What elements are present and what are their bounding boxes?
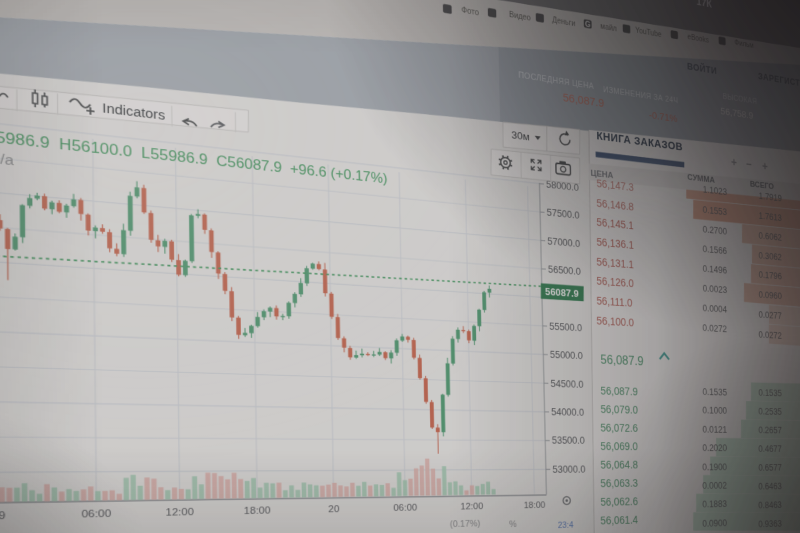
svg-text:0.1000: 0.1000 xyxy=(702,405,727,416)
svg-text:0.2535: 0.2535 xyxy=(758,406,782,417)
svg-text:0.0900: 0.0900 xyxy=(702,517,727,528)
svg-text:0.0004: 0.0004 xyxy=(702,303,727,315)
svg-text:56,062.6: 56,062.6 xyxy=(600,497,638,510)
svg-text:55000.0: 55000.0 xyxy=(550,349,583,362)
svg-text:0.1883: 0.1883 xyxy=(702,499,727,510)
svg-text:–: – xyxy=(746,157,752,171)
svg-text:18:00: 18:00 xyxy=(244,504,271,517)
svg-text:54500.0: 54500.0 xyxy=(550,378,583,390)
svg-text:56087.9: 56087.9 xyxy=(545,286,579,300)
svg-text:0.0121: 0.0121 xyxy=(702,424,727,435)
svg-text:0.8463: 0.8463 xyxy=(758,500,782,511)
svg-text:56,072.6: 56,072.6 xyxy=(600,423,638,435)
svg-text:12:00: 12:00 xyxy=(460,500,483,511)
svg-text:+: + xyxy=(762,159,768,173)
svg-text:9: 9 xyxy=(0,509,6,522)
svg-text:56,064.8: 56,064.8 xyxy=(600,460,638,472)
svg-text:0.2657: 0.2657 xyxy=(758,425,782,436)
svg-text:06:00: 06:00 xyxy=(393,502,417,514)
svg-text:20: 20 xyxy=(328,503,340,515)
svg-text:53000.0: 53000.0 xyxy=(552,463,585,475)
svg-text:56,069.0: 56,069.0 xyxy=(600,441,638,453)
svg-text:54000.0: 54000.0 xyxy=(551,406,584,418)
svg-text:0.3062: 0.3062 xyxy=(758,250,781,262)
svg-text:0.9363: 0.9363 xyxy=(758,518,782,529)
svg-text:0.0272: 0.0272 xyxy=(702,323,727,335)
svg-text:(0.17%): (0.17%) xyxy=(450,519,481,529)
svg-text:56,087.9: 56,087.9 xyxy=(600,353,643,369)
svg-text:56,061.4: 56,061.4 xyxy=(600,515,638,528)
svg-text:0.0023: 0.0023 xyxy=(703,283,728,295)
svg-text:06:00: 06:00 xyxy=(81,507,111,520)
svg-text:0.1900: 0.1900 xyxy=(702,462,727,473)
svg-text:0.6463: 0.6463 xyxy=(758,481,782,492)
svg-text:53500.0: 53500.0 xyxy=(552,435,585,447)
svg-text:G: G xyxy=(585,21,591,30)
svg-text:0.6577: 0.6577 xyxy=(758,462,782,473)
svg-text:18:00: 18:00 xyxy=(524,499,546,510)
svg-text:0.0960: 0.0960 xyxy=(758,289,782,301)
svg-text:56,079.0: 56,079.0 xyxy=(600,404,638,417)
svg-text:0.1535: 0.1535 xyxy=(702,386,727,397)
svg-text:55500.0: 55500.0 xyxy=(549,321,582,334)
svg-text:56,111.0: 56,111.0 xyxy=(596,296,632,310)
svg-text:23:4: 23:4 xyxy=(558,521,574,531)
svg-text:0.1496: 0.1496 xyxy=(702,263,727,276)
svg-text:0.0002: 0.0002 xyxy=(702,480,727,491)
svg-text:0.0277: 0.0277 xyxy=(758,309,782,321)
svg-text:%: % xyxy=(509,520,517,530)
svg-text:0.0272: 0.0272 xyxy=(758,329,782,341)
svg-text:0.1535: 0.1535 xyxy=(758,387,782,398)
svg-text:0.2020: 0.2020 xyxy=(702,443,727,454)
svg-text:30м: 30м xyxy=(511,128,529,142)
svg-text:56,063.3: 56,063.3 xyxy=(600,478,638,490)
svg-text:+: + xyxy=(731,155,737,169)
svg-text:0.1566: 0.1566 xyxy=(703,244,728,257)
svg-text:0.4677: 0.4677 xyxy=(758,444,782,454)
svg-text:12:00: 12:00 xyxy=(166,505,195,518)
svg-text:/a: /a xyxy=(0,152,14,169)
svg-text:56,100.0: 56,100.0 xyxy=(596,315,634,329)
svg-text:0.1796: 0.1796 xyxy=(758,270,781,282)
svg-text:56,087.9: 56,087.9 xyxy=(600,385,638,398)
